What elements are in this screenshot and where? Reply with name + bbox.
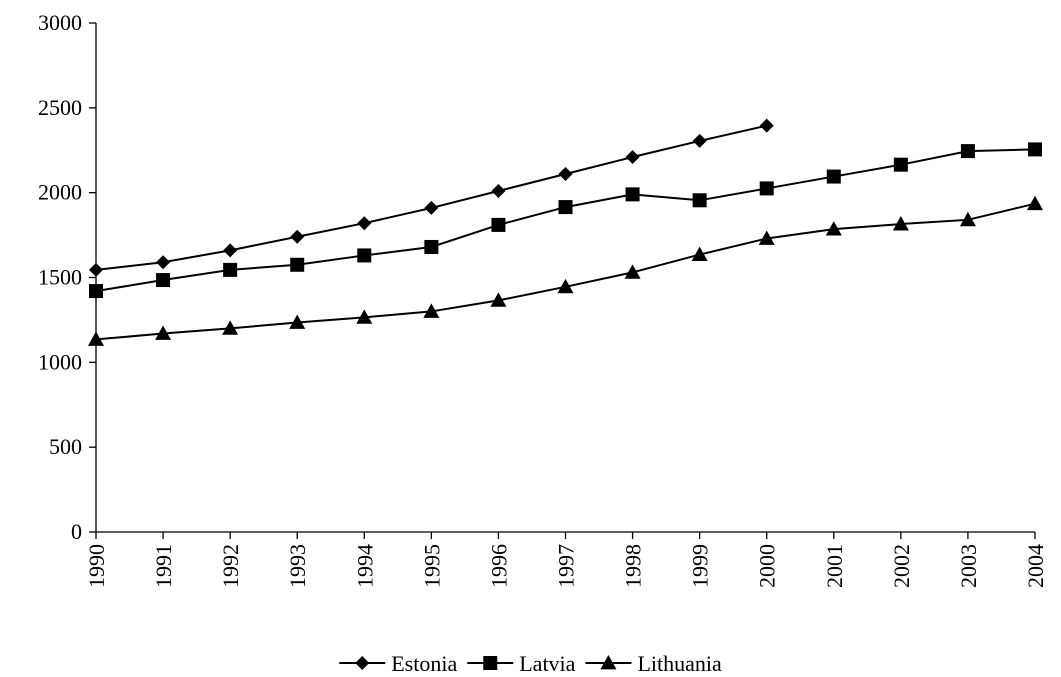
data-point — [625, 187, 640, 202]
legend-marker — [355, 656, 370, 670]
data-point — [424, 239, 439, 254]
data-point — [356, 309, 373, 324]
data-point — [557, 278, 574, 294]
series-layer — [88, 118, 1043, 346]
data-point — [893, 157, 908, 172]
y-tick-label: 3000 — [38, 10, 82, 35]
data-point — [759, 118, 774, 133]
legend-marker — [483, 656, 498, 670]
data-point — [156, 273, 171, 288]
data-point — [155, 325, 172, 340]
data-point — [223, 243, 238, 258]
data-point — [960, 144, 975, 159]
legend-item-latvia: Latvia — [467, 651, 576, 676]
data-point — [156, 255, 171, 270]
data-point — [289, 314, 306, 329]
x-tick-label: 2001 — [822, 544, 847, 588]
axes — [95, 23, 1035, 533]
data-point — [558, 200, 573, 215]
x-tick-label: 2002 — [889, 544, 914, 588]
legend-label: Latvia — [519, 651, 575, 676]
data-point — [357, 248, 372, 263]
legend-label: Estonia — [391, 651, 457, 676]
x-tick-label: 1995 — [419, 544, 444, 588]
y-tick-label: 2000 — [38, 180, 82, 205]
y-tick-label: 2500 — [38, 95, 82, 120]
data-point — [89, 262, 103, 277]
series-lithuania — [88, 195, 1043, 346]
data-point — [1028, 142, 1042, 157]
x-tick-label: 1997 — [554, 544, 579, 588]
x-axis-ticks: 1990 1991 1992 1993 1994 1995 1996 1997 1998 1999… — [84, 532, 1048, 588]
data-point — [825, 221, 842, 236]
legend-item-lithuania: Lithuania — [585, 651, 722, 676]
data-point — [89, 284, 103, 299]
data-point — [625, 150, 640, 165]
data-point — [290, 229, 305, 244]
x-tick-label: 1993 — [285, 544, 310, 588]
data-point — [692, 193, 707, 208]
data-point — [1027, 195, 1043, 211]
x-tick-label: 2003 — [956, 544, 981, 588]
data-point — [558, 167, 573, 182]
x-tick-label: 1994 — [352, 544, 377, 588]
data-point — [223, 262, 238, 277]
x-tick-label: 2004 — [1023, 544, 1048, 588]
x-tick-label: 1999 — [688, 544, 713, 588]
data-point — [222, 320, 239, 335]
data-point — [423, 303, 440, 318]
data-point — [759, 181, 774, 196]
data-point — [491, 183, 506, 198]
x-tick-label: 1996 — [486, 544, 511, 588]
data-point — [692, 133, 707, 148]
legend-item-estonia: Estonia — [339, 651, 457, 676]
legend-marker — [600, 655, 617, 670]
y-tick-label: 1500 — [38, 265, 82, 290]
x-tick-label: 1998 — [621, 544, 646, 588]
y-axis-ticks: 0 500 1000 1500 2000 2500 3000 — [38, 10, 96, 544]
data-point — [624, 264, 641, 279]
series-latvia — [89, 142, 1042, 299]
data-point — [491, 217, 506, 232]
x-tick-label: 1990 — [84, 544, 109, 588]
data-point — [424, 200, 439, 215]
data-point — [959, 211, 976, 227]
y-tick-label: 1000 — [38, 349, 82, 374]
x-tick-label: 1992 — [218, 544, 243, 588]
y-tick-label: 0 — [71, 519, 82, 544]
data-point — [290, 257, 305, 272]
x-tick-label: 1991 — [151, 544, 176, 588]
data-point — [490, 292, 507, 307]
data-point — [691, 246, 708, 261]
legend-label: Lithuania — [637, 651, 722, 676]
y-tick-label: 500 — [49, 434, 82, 459]
x-tick-label: 2000 — [755, 544, 780, 588]
data-point — [357, 216, 372, 231]
legend: Estonia Latvia Lithuania — [339, 651, 722, 676]
data-point — [88, 331, 104, 346]
data-point — [758, 230, 775, 245]
data-point — [892, 216, 909, 231]
series-estonia — [89, 118, 774, 277]
data-point — [826, 169, 841, 184]
